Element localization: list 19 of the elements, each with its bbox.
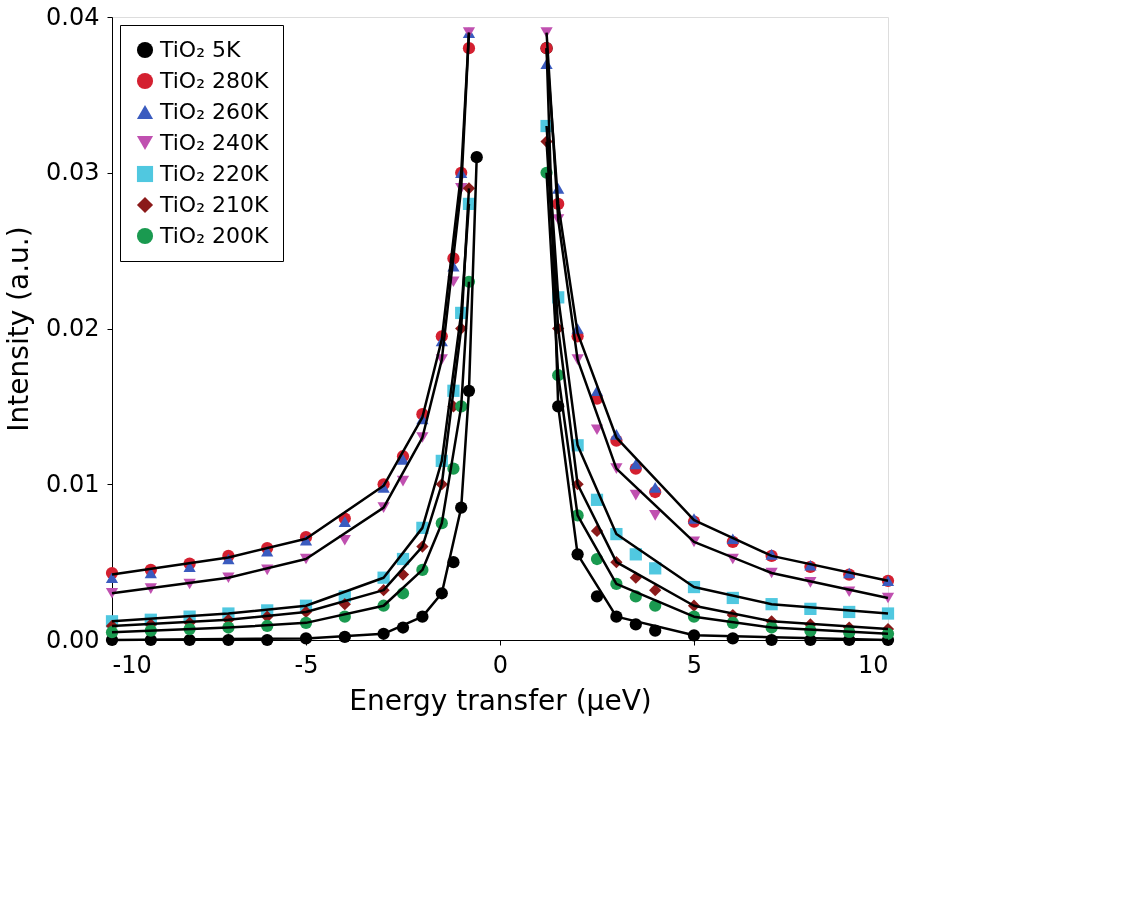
- y-tick-label: 0.03: [46, 158, 100, 187]
- x-axis-title: Energy transfer (μeV): [349, 683, 652, 717]
- legend-label: TiO₂ 260K: [159, 99, 269, 124]
- legend-label: TiO₂ 210K: [159, 192, 269, 217]
- legend-label: TiO₂ 280K: [159, 68, 269, 93]
- x-tick-label: 10: [857, 650, 889, 679]
- legend-label: TiO₂ 5K: [159, 37, 241, 62]
- legend-label: TiO₂ 200K: [159, 223, 269, 248]
- x-tick-label: 0: [492, 650, 509, 679]
- y-tick-label: 0.02: [46, 314, 100, 342]
- legend-label: TiO₂ 220K: [159, 161, 269, 186]
- legend-label: TiO₂ 240K: [159, 130, 269, 155]
- y-tick-label: 0.04: [46, 2, 100, 31]
- x-tick-label: -10: [112, 650, 152, 679]
- y-tick-label: 0.01: [46, 469, 100, 498]
- y-axis-title: Intensity (a.u.): [2, 226, 36, 432]
- x-tick-label: -5: [294, 650, 319, 679]
- x-tick-label: 5: [686, 650, 703, 679]
- y-tick-label: 0.00: [46, 625, 100, 654]
